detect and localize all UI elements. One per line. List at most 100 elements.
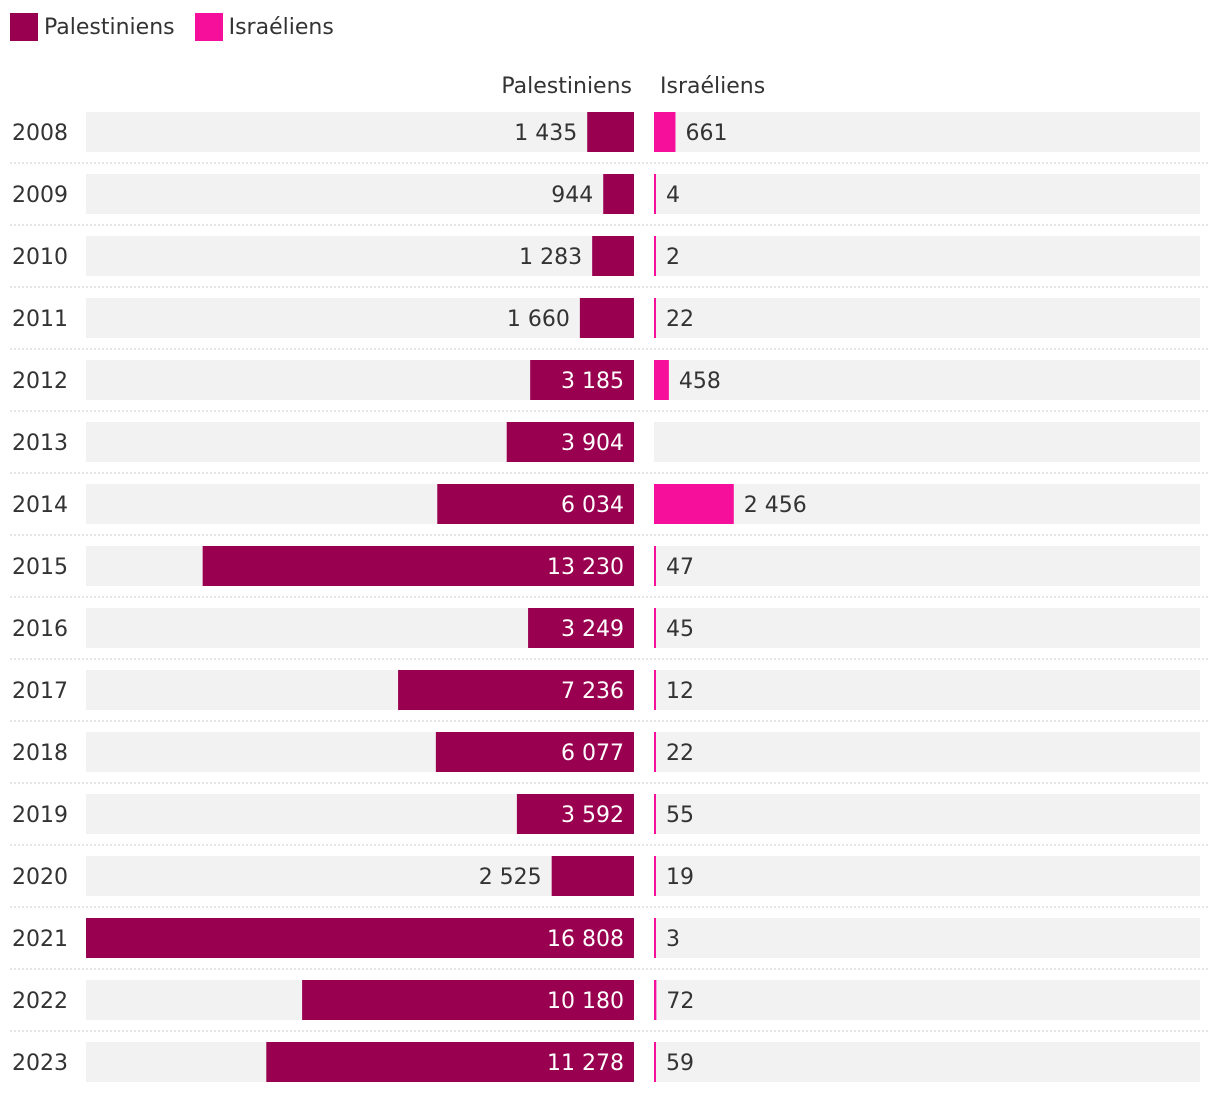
- year-label-2019: 2019: [12, 803, 68, 828]
- value-label-palestiniens-2017: 7 236: [561, 679, 624, 704]
- value-label-palestiniens-2016: 3 249: [561, 617, 624, 642]
- value-label-israeliens-2011: 22: [666, 307, 694, 332]
- bar-palestiniens-2009: [603, 174, 634, 214]
- track-right-2010: [654, 236, 1200, 276]
- bar-israeliens-2021: [654, 918, 656, 958]
- value-label-palestiniens-2021: 16 808: [547, 927, 624, 952]
- value-label-israeliens-2019: 55: [666, 803, 694, 828]
- bar-israeliens-2022: [654, 980, 657, 1020]
- value-label-israeliens-2014: 2 456: [744, 493, 807, 518]
- track-right-2022: [654, 980, 1200, 1020]
- track-right-2009: [654, 174, 1200, 214]
- track-right-2019: [654, 794, 1200, 834]
- value-label-israeliens-2016: 45: [666, 617, 694, 642]
- bar-israeliens-2008: [654, 112, 676, 152]
- track-right-2008: [654, 112, 1200, 152]
- track-left-2020: [86, 856, 634, 896]
- year-label-2009: 2009: [12, 183, 68, 208]
- column-header-israeliens: Israéliens: [660, 74, 765, 99]
- track-right-2013: [654, 422, 1200, 462]
- bar-israeliens-2018: [654, 732, 656, 772]
- value-label-israeliens-2023: 59: [666, 1051, 694, 1076]
- bar-palestiniens-2017: [398, 670, 634, 710]
- track-right-2018: [654, 732, 1200, 772]
- value-label-israeliens-2012: 458: [679, 369, 721, 394]
- year-label-2018: 2018: [12, 741, 68, 766]
- legend-label-palestiniens: Palestiniens: [44, 14, 175, 40]
- value-label-palestiniens-2014: 6 034: [561, 493, 624, 518]
- chart-legend: Palestiniens Israéliens: [10, 10, 354, 44]
- bar-palestiniens-2023: [266, 1042, 634, 1082]
- track-left-2008: [86, 112, 634, 152]
- track-right-2023: [654, 1042, 1200, 1082]
- value-label-israeliens-2022: 72: [666, 989, 694, 1014]
- value-label-israeliens-2008: 661: [685, 121, 727, 146]
- value-label-palestiniens-2008: 1 435: [514, 121, 577, 146]
- value-label-palestiniens-2015: 13 230: [547, 555, 624, 580]
- value-label-israeliens-2015: 47: [666, 555, 694, 580]
- value-label-palestiniens-2012: 3 185: [561, 369, 624, 394]
- bar-palestiniens-2012: [530, 360, 634, 400]
- column-header-palestiniens: Palestiniens: [501, 74, 632, 99]
- bar-israeliens-2014: [654, 484, 734, 524]
- value-label-palestiniens-2013: 3 904: [561, 431, 624, 456]
- bar-palestiniens-2010: [592, 236, 634, 276]
- bar-palestiniens-2015: [202, 546, 634, 586]
- value-label-palestiniens-2010: 1 283: [519, 245, 582, 270]
- legend-item-palestiniens[interactable]: Palestiniens: [10, 13, 175, 41]
- legend-item-israeliens[interactable]: Israéliens: [194, 13, 334, 41]
- legend-label-israeliens: Israéliens: [228, 14, 334, 40]
- value-label-palestiniens-2011: 1 660: [507, 307, 570, 332]
- value-label-israeliens-2021: 3: [666, 927, 680, 952]
- year-label-2013: 2013: [12, 431, 68, 456]
- legend-swatch-palestiniens: [10, 13, 38, 41]
- legend-swatch-israeliens: [194, 13, 223, 41]
- value-label-israeliens-2009: 4: [666, 183, 680, 208]
- track-left-2009: [86, 174, 634, 214]
- track-right-2017: [654, 670, 1200, 710]
- bar-israeliens-2009: [654, 174, 656, 214]
- bar-israeliens-2015: [654, 546, 656, 586]
- track-right-2015: [654, 546, 1200, 586]
- bar-palestiniens-2016: [528, 608, 634, 648]
- track-left-2011: [86, 298, 634, 338]
- bar-palestiniens-2019: [516, 794, 634, 834]
- bar-israeliens-2023: [654, 1042, 656, 1082]
- year-label-2022: 2022: [12, 989, 68, 1014]
- track-left-2010: [86, 236, 634, 276]
- bar-israeliens-2010: [654, 236, 656, 276]
- value-label-israeliens-2010: 2: [666, 245, 680, 270]
- track-right-2021: [654, 918, 1200, 958]
- year-label-2012: 2012: [12, 369, 68, 394]
- bar-palestiniens-2022: [302, 980, 634, 1020]
- bar-israeliens-2020: [654, 856, 656, 896]
- bar-israeliens-2016: [654, 608, 656, 648]
- bar-israeliens-2017: [654, 670, 656, 710]
- value-label-palestiniens-2009: 944: [551, 183, 593, 208]
- track-right-2012: [654, 360, 1200, 400]
- year-label-2020: 2020: [12, 865, 68, 890]
- year-label-2021: 2021: [12, 927, 68, 952]
- year-label-2010: 2010: [12, 245, 68, 270]
- bar-palestiniens-2011: [579, 298, 634, 338]
- year-label-2008: 2008: [12, 121, 68, 146]
- bar-israeliens-2019: [654, 794, 656, 834]
- track-right-2014: [654, 484, 1200, 524]
- value-label-israeliens-2020: 19: [666, 865, 694, 890]
- year-label-2014: 2014: [12, 493, 68, 518]
- bar-palestiniens-2014: [437, 484, 634, 524]
- year-label-2017: 2017: [12, 679, 68, 704]
- track-right-2016: [654, 608, 1200, 648]
- value-label-palestiniens-2019: 3 592: [561, 803, 624, 828]
- year-label-2023: 2023: [12, 1051, 68, 1076]
- value-label-israeliens-2018: 22: [666, 741, 694, 766]
- bar-palestiniens-2021: [86, 918, 634, 958]
- value-label-israeliens-2017: 12: [666, 679, 694, 704]
- value-label-palestiniens-2018: 6 077: [561, 741, 624, 766]
- value-label-palestiniens-2020: 2 525: [479, 865, 542, 890]
- bar-palestiniens-2018: [435, 732, 634, 772]
- bar-palestiniens-2020: [551, 856, 634, 896]
- track-right-2011: [654, 298, 1200, 338]
- year-label-2011: 2011: [12, 307, 68, 332]
